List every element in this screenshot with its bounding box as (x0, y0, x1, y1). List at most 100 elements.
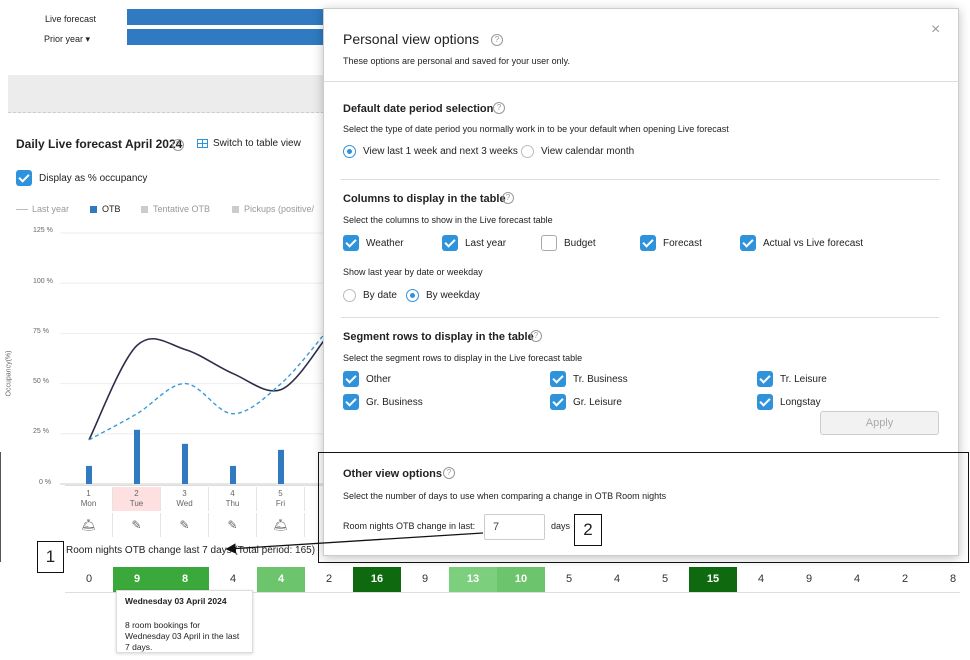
y-tick: 0 % (39, 479, 52, 486)
checkbox-budget[interactable]: Budget (541, 235, 596, 251)
otb-change-cell[interactable]: 9 (401, 567, 449, 592)
otb-change-cell[interactable]: 13 (449, 567, 497, 592)
display-pct-checkbox[interactable]: Display as % occupancy (16, 170, 147, 186)
divider (324, 81, 960, 82)
checkbox-tr-business[interactable]: Tr. Business (550, 371, 628, 387)
y-tick: 25 % (33, 428, 49, 435)
otb-change-cell[interactable]: 4 (833, 567, 881, 592)
otb-change-cell[interactable]: 4 (257, 567, 305, 592)
other-section-title: Other view options (343, 468, 443, 480)
columns-section-desc: Select the columns to show in the Live f… (343, 215, 553, 225)
occupancy-chart (60, 232, 325, 485)
help-icon[interactable]: ? (172, 139, 184, 151)
checkbox-last-year[interactable]: Last year (442, 235, 506, 251)
day-header[interactable]: 4 Thu (209, 487, 257, 511)
help-icon[interactable]: ? (491, 34, 503, 46)
checkbox-checked-icon (16, 170, 32, 186)
legend-tentative[interactable]: Tentative OTB (141, 204, 210, 214)
checkbox-checked-icon (640, 235, 656, 251)
help-icon[interactable]: ? (530, 330, 542, 342)
checkbox-checked-icon (550, 371, 566, 387)
otb-change-days-input[interactable] (484, 514, 545, 540)
concierge-icon[interactable]: 🛎 (65, 513, 113, 537)
radio-by-date[interactable]: By date (343, 289, 397, 302)
otb-change-cell[interactable]: 8 (929, 567, 970, 592)
checkbox-checked-icon (550, 394, 566, 410)
user-edit-icon[interactable]: ✎ (209, 513, 257, 537)
checkbox-weather[interactable]: Weather (343, 235, 404, 251)
days-unit-label: days (551, 521, 571, 531)
last-year-display-label: Show last year by date or weekday (343, 267, 483, 277)
square-swatch-icon (232, 205, 239, 213)
user-edit-icon[interactable]: ✎ (113, 513, 161, 537)
y-tick: 75 % (33, 328, 49, 335)
close-icon[interactable]: × (931, 21, 941, 38)
radio-by-weekday[interactable]: By weekday (406, 289, 480, 302)
otb-change-cell[interactable]: 4 (737, 567, 785, 592)
radio-calendar-month[interactable]: View calendar month (521, 145, 634, 158)
otb-change-cell[interactable]: 2 (305, 567, 353, 592)
strip-bottom-line (65, 592, 960, 593)
live-forecast-line (88, 338, 325, 441)
otb-change-cell[interactable]: 5 (545, 567, 593, 592)
otb-change-cell[interactable]: 9 (785, 567, 833, 592)
radio-icon (521, 145, 534, 158)
checkbox-checked-icon (757, 394, 773, 410)
day-header[interactable]: 1 Mon (65, 487, 113, 511)
segments-section-desc: Select the segment rows to display in th… (343, 353, 583, 363)
legend-pickups[interactable]: Pickups (positive/ (232, 204, 314, 214)
checkbox-longstay[interactable]: Longstay (757, 394, 821, 410)
checkbox-icon (541, 235, 557, 251)
help-icon[interactable]: ? (443, 467, 455, 479)
checkbox-actual-vs-live[interactable]: Actual vs Live forecast (740, 235, 863, 251)
otb-bar (134, 429, 140, 484)
legend-otb[interactable]: OTB (90, 204, 121, 214)
otb-change-cell[interactable]: 10 (497, 567, 545, 592)
y-tick: 50 % (33, 378, 49, 385)
legend-last-year[interactable]: Last year (16, 204, 69, 214)
otb-change-cell[interactable]: 9 (113, 567, 161, 592)
otb-change-cell[interactable]: 4 (593, 567, 641, 592)
prior-year-dropdown[interactable]: Prior year ▾ (44, 34, 91, 44)
y-tick: 125 % (33, 227, 53, 234)
day-header[interactable]: 2 Tue (113, 487, 161, 511)
divider (341, 179, 939, 180)
otb-bar (86, 465, 92, 484)
radio-last-week[interactable]: View last 1 week and next 3 weeks (343, 145, 518, 158)
otb-change-cell[interactable]: 16 (353, 567, 401, 592)
tooltip: Wednesday 03 April 2024 8 room bookings … (116, 590, 253, 653)
otb-change-cell[interactable]: 5 (641, 567, 689, 592)
apply-button[interactable]: Apply (820, 411, 939, 435)
day-header[interactable]: 3 Wed (161, 487, 209, 511)
checkbox-tr-leisure[interactable]: Tr. Leisure (757, 371, 827, 387)
help-icon[interactable]: ? (502, 192, 514, 204)
otb-change-cell[interactable]: 0 (65, 567, 113, 592)
otb-change-cell[interactable]: 2 (881, 567, 929, 592)
otb-change-cell[interactable]: 15 (689, 567, 737, 592)
table-icon (197, 139, 208, 148)
live-forecast-label: Live forecast (45, 14, 97, 24)
checkbox-gr-business[interactable]: Gr. Business (343, 394, 423, 410)
otb-change-cell[interactable]: 4 (209, 567, 257, 592)
dialog-subtitle: These options are personal and saved for… (343, 56, 570, 66)
checkbox-other[interactable]: Other (343, 371, 391, 387)
checkbox-checked-icon (343, 394, 359, 410)
checkbox-checked-icon (740, 235, 756, 251)
help-icon[interactable]: ? (493, 102, 505, 114)
prior-year-bar (127, 29, 327, 45)
checkbox-forecast[interactable]: Forecast (640, 235, 702, 251)
switch-table-view-button[interactable]: Switch to table view (197, 138, 301, 149)
checkbox-gr-leisure[interactable]: Gr. Leisure (550, 394, 622, 410)
columns-section-title: Columns to display in the table (343, 193, 506, 205)
grey-band (8, 75, 324, 113)
callout-1: 1 (37, 541, 64, 573)
concierge-icon[interactable]: 🛎 (257, 513, 305, 537)
checkbox-checked-icon (343, 371, 359, 387)
checkbox-checked-icon (757, 371, 773, 387)
highlight-frame (318, 452, 969, 563)
segments-section-title: Segment rows to display in the table (343, 331, 534, 343)
day-header[interactable]: 5 Fri (257, 487, 305, 511)
user-edit-icon[interactable]: ✎ (161, 513, 209, 537)
otb-change-cell[interactable]: 8 (161, 567, 209, 592)
